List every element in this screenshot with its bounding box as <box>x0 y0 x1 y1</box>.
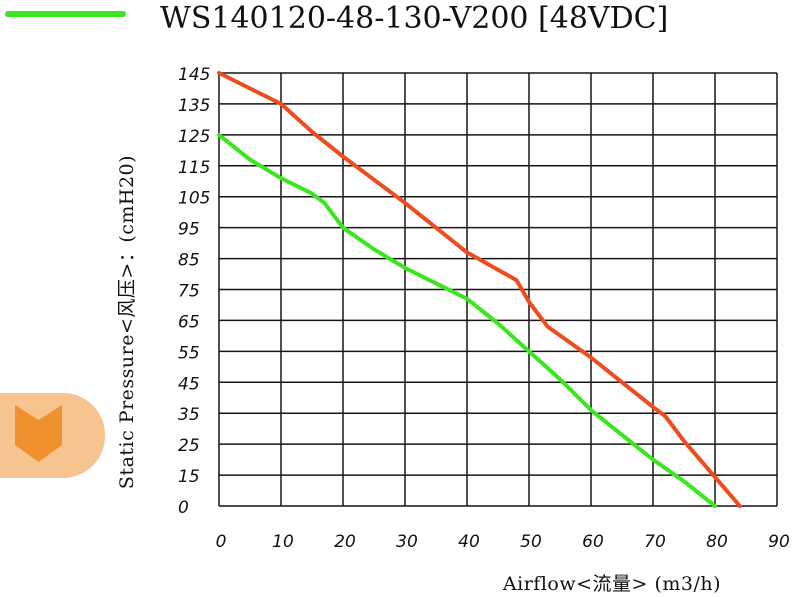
y-tick-label: 35 <box>178 405 200 425</box>
side-tab-button[interactable] <box>0 393 105 478</box>
pressure-curve-2 <box>217 71 742 508</box>
y-tick-label: 85 <box>178 251 200 271</box>
y-tick-label: 125 <box>178 127 210 147</box>
y-tick-label: 95 <box>178 220 200 240</box>
x-tick-label: 40 <box>458 532 480 552</box>
x-tick-label: 90 <box>768 532 790 552</box>
x-tick-label: 80 <box>706 532 728 552</box>
legend: WS140120-48-130-V200 [48VDC] <box>5 1 668 36</box>
x-tick-label: 0 <box>216 532 227 552</box>
x-tick-label: 70 <box>644 532 666 552</box>
x-tick-label: 30 <box>396 532 418 552</box>
y-tick-label: 55 <box>178 343 200 363</box>
plot-grid <box>218 72 778 507</box>
y-tick-label: 135 <box>178 96 210 116</box>
legend-label: WS140120-48-130-V200 [48VDC] <box>160 1 668 36</box>
x-tick-label: 20 <box>334 532 356 552</box>
y-axis-label: Static Pressure<风压>：(cmH20) <box>116 155 138 489</box>
y-tick-label: 0 <box>178 498 189 518</box>
x-axis-ticks: 0 10 20 30 40 50 60 70 80 90 <box>216 532 790 552</box>
chevron-bookmark-icon <box>15 405 62 462</box>
y-tick-label: 45 <box>178 374 200 394</box>
pressure-curve-1 <box>217 132 717 508</box>
plot-series <box>217 71 742 508</box>
x-tick-label: 10 <box>272 532 294 552</box>
y-axis-ticks: 145 135 125 115 105 95 85 75 65 55 45 35 25 15 0 <box>178 65 210 518</box>
y-tick-label: 145 <box>178 65 210 85</box>
x-axis-label: Airflow<流量> (m3/h) <box>502 573 721 595</box>
x-tick-label: 60 <box>582 532 604 552</box>
y-tick-label: 65 <box>178 312 200 332</box>
x-tick-label: 50 <box>520 532 542 552</box>
y-tick-label: 15 <box>178 467 200 487</box>
y-tick-label: 115 <box>178 158 210 178</box>
y-tick-label: 25 <box>178 436 200 456</box>
y-tick-label: 105 <box>178 189 210 209</box>
y-tick-label: 75 <box>178 282 200 302</box>
